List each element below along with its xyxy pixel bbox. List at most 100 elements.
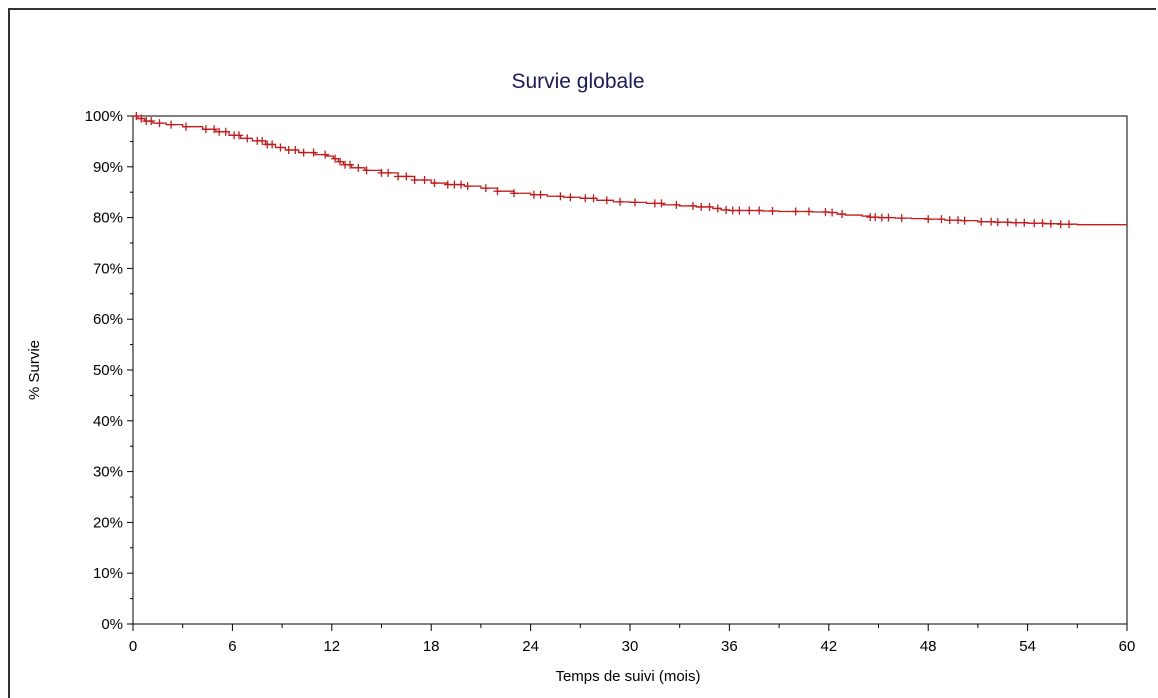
- censor-mark: [481, 184, 490, 193]
- y-tick-label: 70%: [93, 260, 123, 277]
- censor-mark: [201, 125, 210, 134]
- censor-mark: [688, 201, 697, 210]
- x-tick-label: 0: [129, 638, 137, 655]
- survival-step-line: [133, 115, 1127, 226]
- censor-mark: [697, 202, 706, 211]
- censor-mark: [1020, 218, 1029, 227]
- censor-mark: [1003, 218, 1012, 227]
- x-tick-label: 12: [323, 638, 340, 655]
- censor-mark: [430, 179, 439, 188]
- x-tick-label: 24: [522, 638, 539, 655]
- censor-mark: [705, 202, 714, 211]
- censor-mark: [137, 114, 146, 123]
- censor-mark: [493, 187, 502, 196]
- y-axis: 0% 10% 20% 30% 40% 50% 60% 70% 80% 90% 100%: [85, 108, 133, 633]
- censor-mark: [132, 112, 141, 120]
- y-axis-title: % Survie: [26, 340, 43, 400]
- y-tick-label: 80%: [93, 210, 123, 227]
- censor-mark: [755, 206, 764, 215]
- censor-mark: [235, 131, 244, 140]
- censor-mark: [147, 117, 156, 126]
- censor-mark: [960, 216, 969, 225]
- censor-mark: [937, 215, 946, 224]
- x-tick-label: 42: [820, 638, 837, 655]
- censor-mark: [768, 206, 777, 215]
- censor-mark: [182, 122, 191, 131]
- censor-mark: [945, 216, 954, 225]
- censor-mark: [1038, 219, 1047, 228]
- censor-mark: [1012, 218, 1021, 227]
- x-tick-label: 6: [228, 638, 236, 655]
- censor-mark: [1030, 219, 1039, 228]
- censor-mark: [735, 206, 744, 215]
- censor-mark: [556, 192, 565, 201]
- censor-mark: [309, 148, 318, 157]
- x-axis: 0 6 12 18 24 30 36 42 48 54 60: [129, 624, 1136, 655]
- censor-mark: [221, 127, 230, 136]
- censor-mark: [210, 125, 219, 134]
- y-tick-label: 60%: [93, 311, 123, 328]
- censor-mark: [581, 194, 590, 203]
- censor-mark: [155, 119, 164, 128]
- x-tick-label: 36: [721, 638, 738, 655]
- censor-mark: [268, 140, 277, 149]
- censor-mark: [362, 166, 371, 175]
- censor-mark: [276, 143, 285, 152]
- censor-mark: [897, 214, 906, 223]
- y-tick-label: 40%: [93, 413, 123, 430]
- censor-mark: [331, 154, 340, 163]
- y-tick-label: 30%: [93, 464, 123, 481]
- censor-mark: [804, 207, 813, 216]
- censor-mark: [510, 189, 519, 198]
- censor-marks: [132, 112, 1074, 229]
- censor-mark: [924, 215, 933, 224]
- censor-mark: [713, 204, 722, 213]
- chart-title: Survie globale: [511, 70, 644, 93]
- censor-mark: [410, 176, 419, 185]
- censor-mark: [630, 198, 639, 207]
- censor-mark: [838, 210, 847, 219]
- chart-frame: [8, 8, 1156, 698]
- survival-curve: [133, 115, 1127, 226]
- censor-mark: [167, 120, 176, 129]
- censor-mark: [791, 207, 800, 216]
- x-tick-label: 54: [1019, 638, 1036, 655]
- censor-mark: [243, 134, 252, 143]
- censor-mark: [420, 176, 429, 185]
- censor-mark: [828, 208, 837, 217]
- censor-mark: [745, 206, 754, 215]
- censor-mark: [299, 148, 308, 157]
- censor-mark: [258, 136, 267, 145]
- y-tick-label: 10%: [93, 565, 123, 582]
- censor-mark: [672, 200, 681, 209]
- censor-mark: [402, 172, 411, 181]
- x-tick-label: 60: [1119, 638, 1136, 655]
- censor-mark: [657, 199, 666, 208]
- censor-mark: [384, 168, 393, 177]
- censor-mark: [354, 163, 363, 172]
- x-tick-label: 18: [423, 638, 440, 655]
- censor-mark: [566, 193, 575, 202]
- x-axis-title: Temps de suivi (mois): [555, 668, 700, 685]
- censor-mark: [602, 196, 611, 205]
- x-tick-label: 48: [920, 638, 937, 655]
- censor-mark: [346, 160, 355, 169]
- censor-mark: [1056, 220, 1065, 229]
- y-tick-label: 100%: [85, 108, 123, 125]
- censor-mark: [616, 197, 625, 206]
- censor-mark: [977, 217, 986, 226]
- censor-mark: [993, 218, 1002, 227]
- censor-mark: [394, 172, 403, 181]
- censor-mark: [589, 194, 598, 203]
- y-tick-label: 0%: [101, 616, 123, 633]
- x-tick-label: 30: [622, 638, 639, 655]
- y-tick-label: 50%: [93, 362, 123, 379]
- censor-mark: [1065, 220, 1074, 229]
- plot-area: [132, 115, 1128, 625]
- y-tick-label: 90%: [93, 159, 123, 176]
- censor-mark: [457, 180, 466, 189]
- censor-mark: [884, 213, 893, 222]
- censor-mark: [1046, 219, 1055, 228]
- censor-mark: [536, 190, 545, 199]
